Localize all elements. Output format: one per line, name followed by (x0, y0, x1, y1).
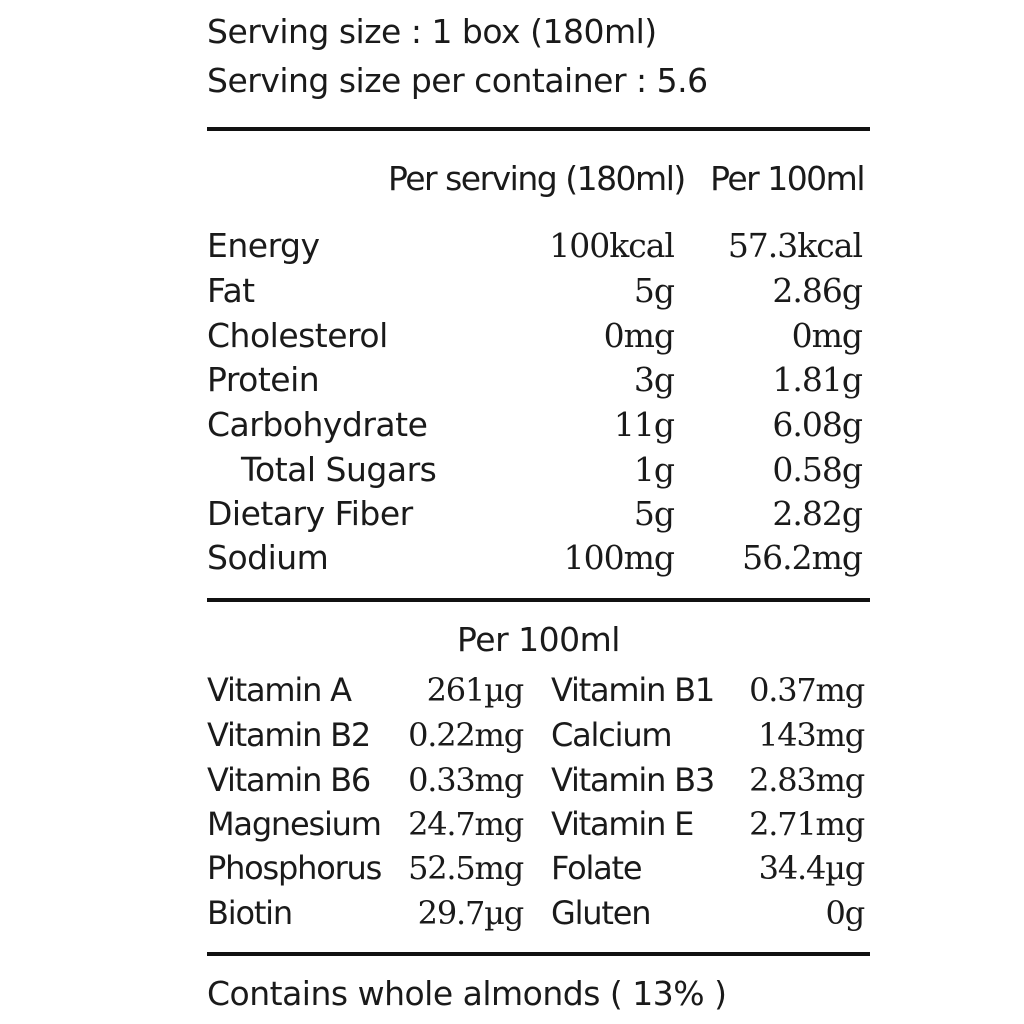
nutrient-name: Dietary Fiber (207, 494, 413, 533)
nutrient-name: Total Sugars (241, 450, 437, 489)
servings-per-container: Serving size per container : 5.6 (207, 61, 708, 100)
nutrient-row: Fat 5g 2.86g (207, 269, 870, 313)
vitamin-name: Vitamin B1 (551, 671, 715, 709)
nutrient-per-100ml: 0.58g (772, 450, 863, 489)
vitamin-row: Phosphorus 52.5mg Folate 34.4µg (207, 846, 870, 890)
vitamin-name: Vitamin B6 (207, 761, 371, 799)
nutrient-per-100ml: 57.3kcal (727, 226, 863, 265)
vitamin-name: Calcium (551, 716, 673, 754)
nutrient-per-100ml: 0mg (791, 316, 863, 355)
nutrient-name: Carbohydrate (207, 405, 428, 444)
nutrient-per-serving: 11g (613, 405, 675, 444)
vitamin-row: Vitamin A 261µg Vitamin B1 0.37mg (207, 668, 870, 712)
vitamin-name: Gluten (551, 894, 652, 932)
nutrient-per-serving: 5g (633, 494, 675, 533)
nutrient-per-serving: 100kcal (549, 226, 675, 265)
vitamin-value: 52.5mg (408, 849, 524, 887)
nutrient-per-serving: 5g (633, 271, 675, 310)
nutrient-row: Total Sugars 1g 0.58g (207, 448, 870, 492)
nutrient-per-serving: 0mg (603, 316, 675, 355)
nutrition-facts-panel: Serving size : 1 box (180ml) Serving siz… (207, 0, 870, 1024)
vitamin-name: Vitamin A (207, 671, 352, 709)
vitamin-row: Magnesium 24.7mg Vitamin E 2.71mg (207, 802, 870, 846)
vitamin-name: Phosphorus (207, 849, 382, 887)
nutrient-per-100ml: 1.81g (772, 360, 863, 399)
vitamin-value: 29.7µg (417, 894, 525, 932)
vitamin-name: Folate (551, 849, 643, 887)
nutrient-per-serving: 1g (633, 450, 675, 489)
nutrient-row: Carbohydrate 11g 6.08g (207, 403, 870, 447)
vitamin-row: Vitamin B2 0.22mg Calcium 143mg (207, 713, 870, 757)
vitamin-name: Vitamin B3 (551, 761, 715, 799)
nutrient-name: Protein (207, 360, 320, 399)
nutrient-per-100ml: 56.2mg (742, 538, 863, 577)
vitamin-row: Vitamin B6 0.33mg Vitamin B3 2.83mg (207, 758, 870, 802)
nutrient-per-100ml: 6.08g (772, 405, 863, 444)
vitamin-name: Biotin (207, 894, 293, 932)
vitamin-value: 2.83mg (749, 761, 865, 799)
serving-size: Serving size : 1 box (180ml) (207, 12, 657, 51)
nutrient-name: Energy (207, 226, 320, 265)
nutrient-row: Protein 3g 1.81g (207, 358, 870, 402)
vitamin-name: Vitamin B2 (207, 716, 371, 754)
nutrient-per-serving: 3g (633, 360, 675, 399)
vitamin-value: 2.71mg (749, 805, 865, 843)
header-per-100ml: Per 100ml (710, 159, 865, 198)
nutrient-row: Energy 100kcal 57.3kcal (207, 224, 870, 268)
vitamin-value: 0.33mg (408, 761, 524, 799)
nutrient-per-serving: 100mg (563, 538, 675, 577)
vitamin-name: Vitamin E (551, 805, 694, 843)
vitamin-value: 24.7mg (408, 805, 524, 843)
vitamin-value: 34.4µg (758, 849, 866, 887)
nutrient-per-100ml: 2.86g (772, 271, 863, 310)
vitamin-value: 0g (825, 894, 866, 932)
vitamins-header: Per 100ml (457, 620, 620, 659)
nutrient-name: Cholesterol (207, 316, 388, 355)
divider-bottom (207, 952, 870, 956)
nutrient-per-100ml: 2.82g (772, 494, 863, 533)
nutrient-row: Cholesterol 0mg 0mg (207, 314, 870, 358)
divider-middle (207, 598, 870, 602)
header-per-serving: Per serving (180ml) (388, 159, 686, 198)
footer-note: Contains whole almonds ( 13% ) (207, 974, 727, 1013)
vitamin-value: 0.22mg (408, 716, 524, 754)
nutrient-name: Sodium (207, 538, 329, 577)
vitamin-name: Magnesium (207, 805, 382, 843)
vitamin-value: 0.37mg (749, 671, 865, 709)
nutrient-row: Sodium 100mg 56.2mg (207, 536, 870, 580)
vitamin-value: 143mg (758, 716, 865, 754)
nutrient-row: Dietary Fiber 5g 2.82g (207, 492, 870, 536)
vitamin-row: Biotin 29.7µg Gluten 0g (207, 891, 870, 935)
divider-top (207, 127, 870, 131)
vitamin-value: 261µg (426, 671, 525, 709)
nutrient-name: Fat (207, 271, 255, 310)
